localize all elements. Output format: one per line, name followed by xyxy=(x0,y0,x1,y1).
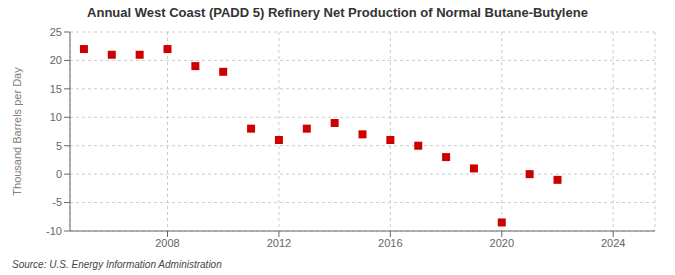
svg-text:20: 20 xyxy=(50,54,62,66)
svg-text:Thousand Barrels per Day: Thousand Barrels per Day xyxy=(11,67,23,196)
html-text:Annual West Coast (PADD 5) Ref: Annual West Coast (PADD 5) Refinery Net … xyxy=(87,5,588,20)
html-text:Source: U.S. Energy Informatio: Source: U.S. Energy Information Administ… xyxy=(12,259,222,270)
svg-text:-5: -5 xyxy=(52,196,62,208)
svg-text:15: 15 xyxy=(50,83,62,95)
svg-text:10: 10 xyxy=(50,111,62,123)
svg-text:2024: 2024 xyxy=(601,237,625,249)
svg-text:-10: -10 xyxy=(46,225,62,237)
svg-text:2016: 2016 xyxy=(378,237,402,249)
svg-text:25: 25 xyxy=(50,26,62,38)
svg-text:5: 5 xyxy=(56,140,62,152)
svg-text:2012: 2012 xyxy=(267,237,291,249)
svg-text:2008: 2008 xyxy=(155,237,179,249)
svg-text:0: 0 xyxy=(56,168,62,180)
svg-text:2020: 2020 xyxy=(490,237,514,249)
